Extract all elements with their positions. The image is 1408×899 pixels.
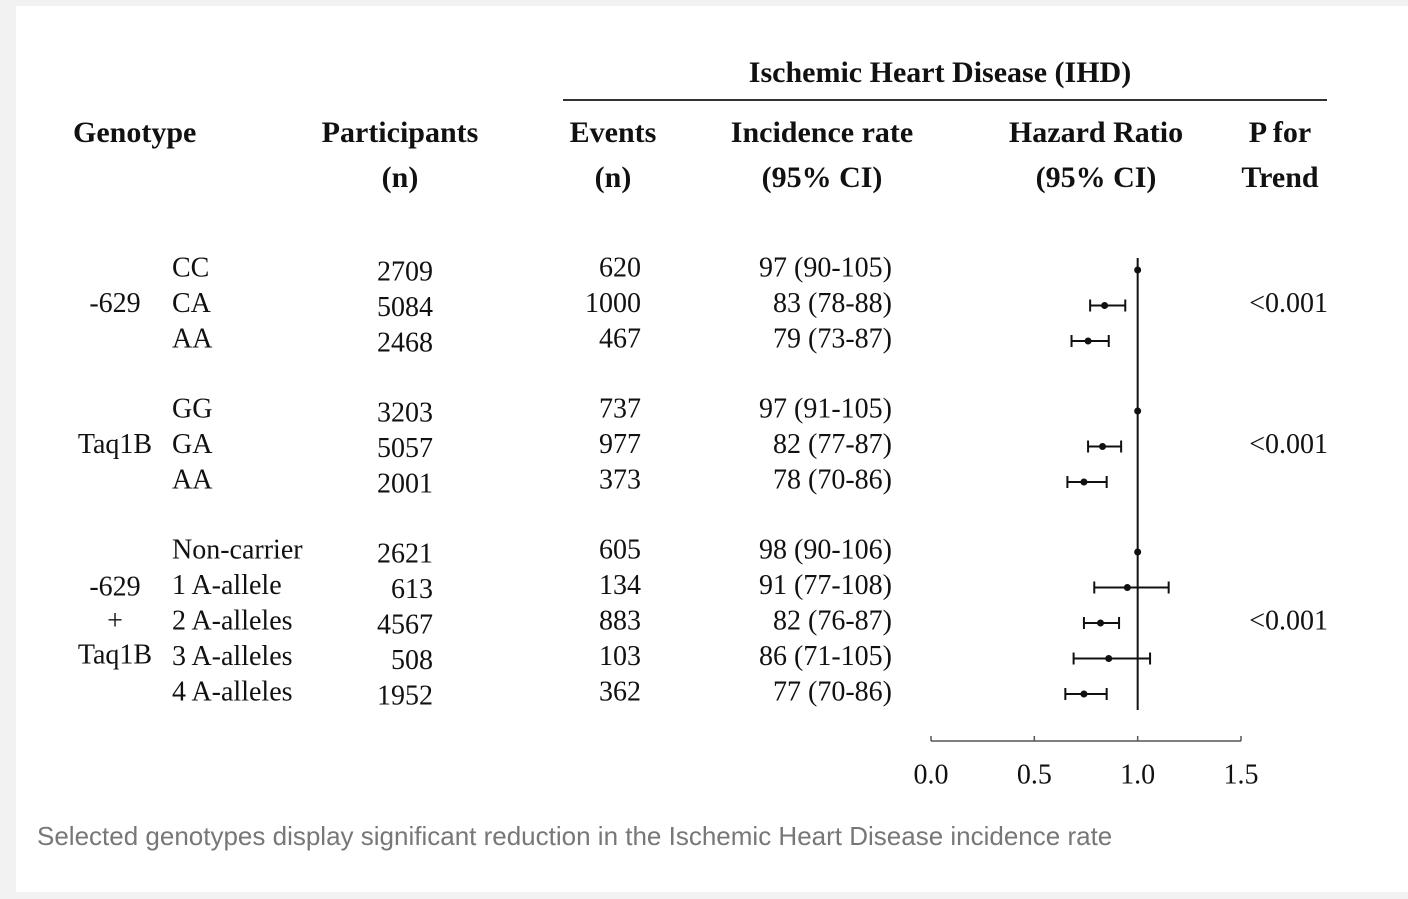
events: 977 bbox=[599, 429, 641, 460]
genotype: 3 A-alleles bbox=[172, 641, 293, 672]
incidence-rate: 77 (70-86) bbox=[773, 676, 892, 707]
column-header: Participants bbox=[322, 116, 479, 149]
incidence-rate: 86 (71-105) bbox=[759, 641, 892, 672]
hazard-ratio-point bbox=[1123, 584, 1131, 591]
participants: 2709 bbox=[377, 256, 433, 287]
incidence-rate: 91 (77-108) bbox=[759, 570, 892, 601]
genotype: AA bbox=[172, 323, 213, 354]
incidence-rate: 97 (90-105) bbox=[759, 252, 892, 283]
hazard-ratio-point bbox=[1080, 690, 1088, 698]
x-tick-label: 1.0 bbox=[1120, 759, 1155, 790]
p-trend: <0.001 bbox=[1249, 429, 1328, 460]
group-label: -629 bbox=[89, 571, 140, 602]
column-header: (n) bbox=[595, 161, 632, 194]
genotype: GA bbox=[172, 429, 213, 460]
hazard-ratio-point bbox=[1134, 266, 1142, 274]
participants: 2001 bbox=[377, 468, 433, 499]
genotype: Non-carrier bbox=[172, 534, 303, 565]
participants: 2621 bbox=[377, 538, 433, 569]
x-tick-label: 0.0 bbox=[914, 759, 949, 790]
caption: Selected genotypes display significant r… bbox=[37, 821, 1112, 851]
events: 134 bbox=[599, 570, 641, 601]
hazard-ratio-point bbox=[1134, 548, 1142, 556]
hazard-ratio-point bbox=[1134, 407, 1142, 415]
incidence-rate: 78 (70-86) bbox=[773, 464, 892, 495]
column-header: Events bbox=[570, 116, 657, 149]
x-tick-label: 0.5 bbox=[1017, 759, 1052, 790]
hazard-ratio-point bbox=[1099, 443, 1107, 450]
events: 362 bbox=[599, 676, 641, 707]
participants: 3203 bbox=[377, 397, 433, 428]
group-label: -629 bbox=[89, 288, 140, 319]
column-header: Genotype bbox=[73, 116, 196, 149]
incidence-rate: 83 (78-88) bbox=[773, 288, 892, 319]
events: 1000 bbox=[585, 288, 641, 319]
column-header: Hazard Ratio bbox=[1009, 116, 1183, 149]
incidence-rate: 82 (76-87) bbox=[773, 605, 892, 636]
incidence-rate: 82 (77-87) bbox=[773, 429, 892, 460]
events: 620 bbox=[599, 252, 641, 283]
events: 737 bbox=[599, 393, 641, 424]
incidence-rate: 79 (73-87) bbox=[773, 323, 892, 354]
group-label: Taq1B bbox=[78, 639, 152, 670]
genotype: GG bbox=[172, 393, 212, 424]
participants: 508 bbox=[391, 645, 433, 676]
participants: 5084 bbox=[377, 292, 433, 323]
genotype: CA bbox=[172, 288, 212, 319]
group-header: Ischemic Heart Disease (IHD) bbox=[749, 56, 1131, 89]
x-tick-label: 1.5 bbox=[1224, 759, 1259, 790]
hazard-ratio-point bbox=[1084, 337, 1092, 345]
hazard-ratio-point bbox=[1080, 478, 1088, 486]
participants: 4567 bbox=[377, 609, 433, 640]
incidence-rate: 98 (90-106) bbox=[759, 534, 892, 565]
incidence-rate: 97 (91-105) bbox=[759, 393, 892, 424]
p-trend: <0.001 bbox=[1249, 288, 1328, 319]
p-trend: <0.001 bbox=[1249, 605, 1328, 636]
column-header: Trend bbox=[1241, 161, 1319, 194]
participants: 1952 bbox=[377, 680, 433, 711]
events: 467 bbox=[599, 323, 641, 354]
card bbox=[16, 6, 1408, 892]
genotype: CC bbox=[172, 252, 209, 283]
participants: 613 bbox=[391, 574, 433, 605]
events: 103 bbox=[599, 641, 641, 672]
column-header: (95% CI) bbox=[1036, 161, 1157, 194]
column-header: (95% CI) bbox=[762, 161, 883, 194]
hazard-ratio-point bbox=[1101, 302, 1109, 309]
participants: 2468 bbox=[377, 327, 433, 358]
participants: 5057 bbox=[377, 433, 433, 464]
column-header: Incidence rate bbox=[731, 116, 913, 149]
events: 883 bbox=[599, 605, 641, 636]
hazard-ratio-point bbox=[1096, 619, 1104, 627]
genotype: 4 A-alleles bbox=[172, 676, 293, 707]
genotype: 2 A-alleles bbox=[172, 605, 293, 636]
genotype: AA bbox=[172, 464, 213, 495]
group-label: Taq1B bbox=[78, 429, 152, 460]
hazard-ratio-point bbox=[1105, 655, 1113, 662]
column-header: (n) bbox=[382, 161, 419, 194]
genotype: 1 A-allele bbox=[172, 570, 282, 601]
group-label: + bbox=[107, 605, 123, 636]
events: 605 bbox=[599, 534, 641, 565]
events: 373 bbox=[599, 464, 641, 495]
column-header: P for bbox=[1249, 116, 1311, 149]
